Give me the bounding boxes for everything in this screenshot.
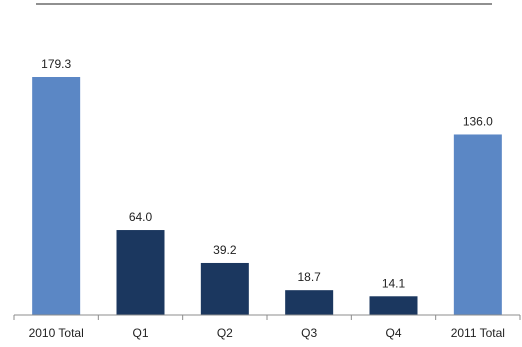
data-label: 136.0	[463, 114, 493, 128]
x-tick-label: 2010 Total	[29, 326, 84, 340]
x-tick-label: Q4	[385, 326, 401, 340]
bar-q4	[369, 296, 418, 315]
data-label: 14.1	[382, 276, 406, 290]
x-ticks-group	[13, 315, 521, 320]
x-tick-label: Q2	[217, 326, 233, 340]
data-label: 18.7	[297, 270, 321, 284]
bars-group	[32, 77, 502, 315]
data-label: 179.3	[41, 57, 71, 71]
bar-q3	[285, 290, 334, 315]
data-labels-group: 179.3 64.0 39.2 18.7 14.1 136.0	[41, 57, 493, 290]
x-tick-label: 2011 Total	[451, 326, 505, 340]
bar-2011-total	[453, 134, 502, 315]
x-labels-group: 2010 Total Q1 Q2 Q3 Q4 2011 Total	[29, 326, 505, 340]
data-label: 64.0	[129, 210, 153, 224]
data-label: 39.2	[213, 243, 237, 257]
x-tick-label: Q1	[132, 326, 148, 340]
bar-q1	[116, 230, 165, 315]
bar-2010-total	[32, 77, 81, 315]
x-tick-label: Q3	[301, 326, 317, 340]
bar-q2	[200, 262, 249, 315]
